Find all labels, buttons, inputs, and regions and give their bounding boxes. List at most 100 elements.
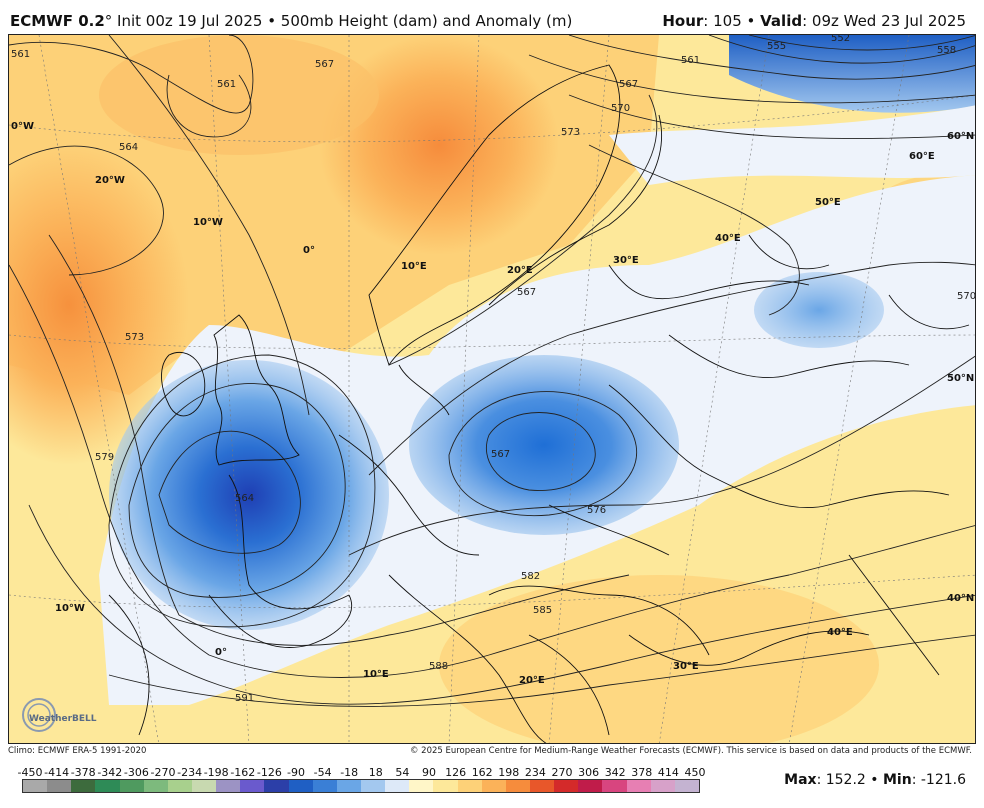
- trough-central-europe: [409, 355, 679, 535]
- colorbar-swatch: [481, 780, 506, 792]
- contour-label: 561: [217, 79, 236, 90]
- colorbar-swatch: [119, 780, 144, 792]
- colorbar-label: 378: [631, 766, 653, 779]
- colorbar-label: -198: [203, 766, 229, 779]
- contour-label: 552: [831, 35, 850, 44]
- coastlines: [108, 64, 970, 743]
- colorbar-label: -378: [70, 766, 96, 779]
- warm-anomaly-north-sea: [99, 35, 379, 155]
- colorbar: [22, 779, 700, 793]
- colorbar-label: -306: [123, 766, 149, 779]
- colorbar-label: -126: [256, 766, 282, 779]
- contour-label: 585: [533, 605, 552, 616]
- climo-note: Climo: ECMWF ERA-5 1991-2020: [8, 746, 147, 756]
- colorbar-label: 234: [524, 766, 546, 779]
- lon-label: 40°E: [715, 233, 741, 244]
- min-label: Min: [882, 772, 912, 788]
- colorbar-swatch: [674, 780, 699, 792]
- trough-russia: [754, 272, 884, 348]
- lon-label: 20°W: [95, 175, 125, 186]
- colorbar-swatch: [360, 780, 386, 792]
- colorbar-swatch: [240, 780, 265, 792]
- colorbar-swatch: [529, 780, 555, 792]
- colorbar-label: 126: [445, 766, 467, 779]
- colorbar-label: 342: [604, 766, 626, 779]
- contour-label: 576: [587, 505, 606, 516]
- colorbar-swatch: [216, 780, 241, 792]
- lon-label: 40°E: [827, 627, 853, 638]
- colorbar-label: 198: [498, 766, 520, 779]
- colorbar-swatch: [578, 780, 603, 792]
- warm-anomaly-balkans: [439, 575, 879, 743]
- lon-label: 0°: [303, 245, 315, 256]
- warm-anomaly-atlantic: [9, 145, 189, 465]
- lon-label: 0°W: [11, 121, 34, 132]
- contour-label: 570: [611, 103, 630, 114]
- min-value: : -121.6: [911, 772, 966, 788]
- colorbar-label: -414: [44, 766, 70, 779]
- lon-label: 10°E: [401, 261, 427, 272]
- colorbar-label: -234: [177, 766, 203, 779]
- degree-symbol: °: [104, 12, 113, 30]
- colorbar-label: -18: [340, 766, 359, 779]
- warm-anomaly-scandinavia: [319, 35, 559, 255]
- colorbar-swatch: [505, 780, 530, 792]
- colorbar-swatch: [336, 780, 361, 792]
- valid-label: Valid: [760, 12, 803, 30]
- colorbar-label: 306: [578, 766, 600, 779]
- lon-label: 10°W: [193, 217, 223, 228]
- contour-label: 567: [315, 59, 334, 70]
- lon-label: 20°E: [507, 265, 533, 276]
- colorbar-swatch: [602, 780, 627, 792]
- lon-label: 10°E: [363, 669, 389, 680]
- copyright-note: © 2025 European Centre for Medium-Range …: [409, 746, 972, 756]
- trough-bay-of-biscay: [109, 360, 389, 630]
- init-text: Init 00z 19 Jul 2025 • 500mb Height (dam…: [112, 12, 573, 30]
- hour-value: : 105 •: [703, 12, 761, 30]
- max-label: Max: [784, 772, 817, 788]
- contour-label: 564: [119, 142, 138, 153]
- contour-label: 591: [235, 693, 254, 704]
- colorbar-label: 54: [395, 766, 410, 779]
- colorbar-label: 414: [657, 766, 679, 779]
- contour-label: 561: [681, 55, 700, 66]
- colorbar-swatch: [264, 780, 289, 792]
- contour-label: 567: [491, 449, 510, 460]
- lon-label: 20°E: [519, 675, 545, 686]
- lat-label: 40°N: [947, 593, 974, 604]
- graticule-labels: 0°W 20°W 10°W 0° 10°E 20°E 30°E 40°E 50°…: [11, 121, 974, 686]
- anomaly-map[interactable]: 561 561 567 564 561 555 552 558 567 570 …: [8, 34, 976, 744]
- colorbar-label: 450: [684, 766, 706, 779]
- colorbar-label: 18: [368, 766, 383, 779]
- colorbar-label: -90: [287, 766, 305, 779]
- colorbar-swatch: [95, 780, 120, 792]
- colorbar-swatch: [191, 780, 217, 792]
- colorbar-label: -54: [313, 766, 332, 779]
- lat-label: 60°N: [947, 131, 974, 142]
- height-contours: [9, 35, 975, 707]
- colorbar-swatch: [626, 780, 651, 792]
- colorbar-label: 270: [551, 766, 573, 779]
- trough-arctic: [729, 35, 975, 113]
- contour-label: 564: [235, 493, 254, 504]
- header: ECMWF 0.2° Init 00z 19 Jul 2025 • 500mb …: [0, 0, 984, 34]
- lon-label: 30°E: [673, 661, 699, 672]
- colorbar-swatch: [288, 780, 313, 792]
- contour-label: 555: [767, 41, 786, 52]
- colorbar-swatch: [650, 780, 675, 792]
- colorbar-swatch: [23, 780, 48, 792]
- colorbar-swatch: [71, 780, 96, 792]
- contour-label: 567: [619, 79, 638, 90]
- contour-label: 588: [429, 661, 448, 672]
- title-left: ECMWF 0.2° Init 00z 19 Jul 2025 • 500mb …: [10, 12, 572, 30]
- lat-label: 50°N: [947, 373, 974, 384]
- max-min-stats: Max: 152.2 • Min: -121.6: [784, 772, 966, 788]
- contour-label: 567: [517, 287, 536, 298]
- map-svg: 561 561 567 564 561 555 552 558 567 570 …: [9, 35, 976, 743]
- lon-label: 0°: [215, 647, 227, 658]
- colorbar-label: -450: [17, 766, 43, 779]
- contour-label: 570: [957, 291, 976, 302]
- weatherbell-logo: WeatherBELL: [22, 698, 97, 732]
- contour-label: 573: [561, 127, 580, 138]
- colorbar-label: 162: [471, 766, 493, 779]
